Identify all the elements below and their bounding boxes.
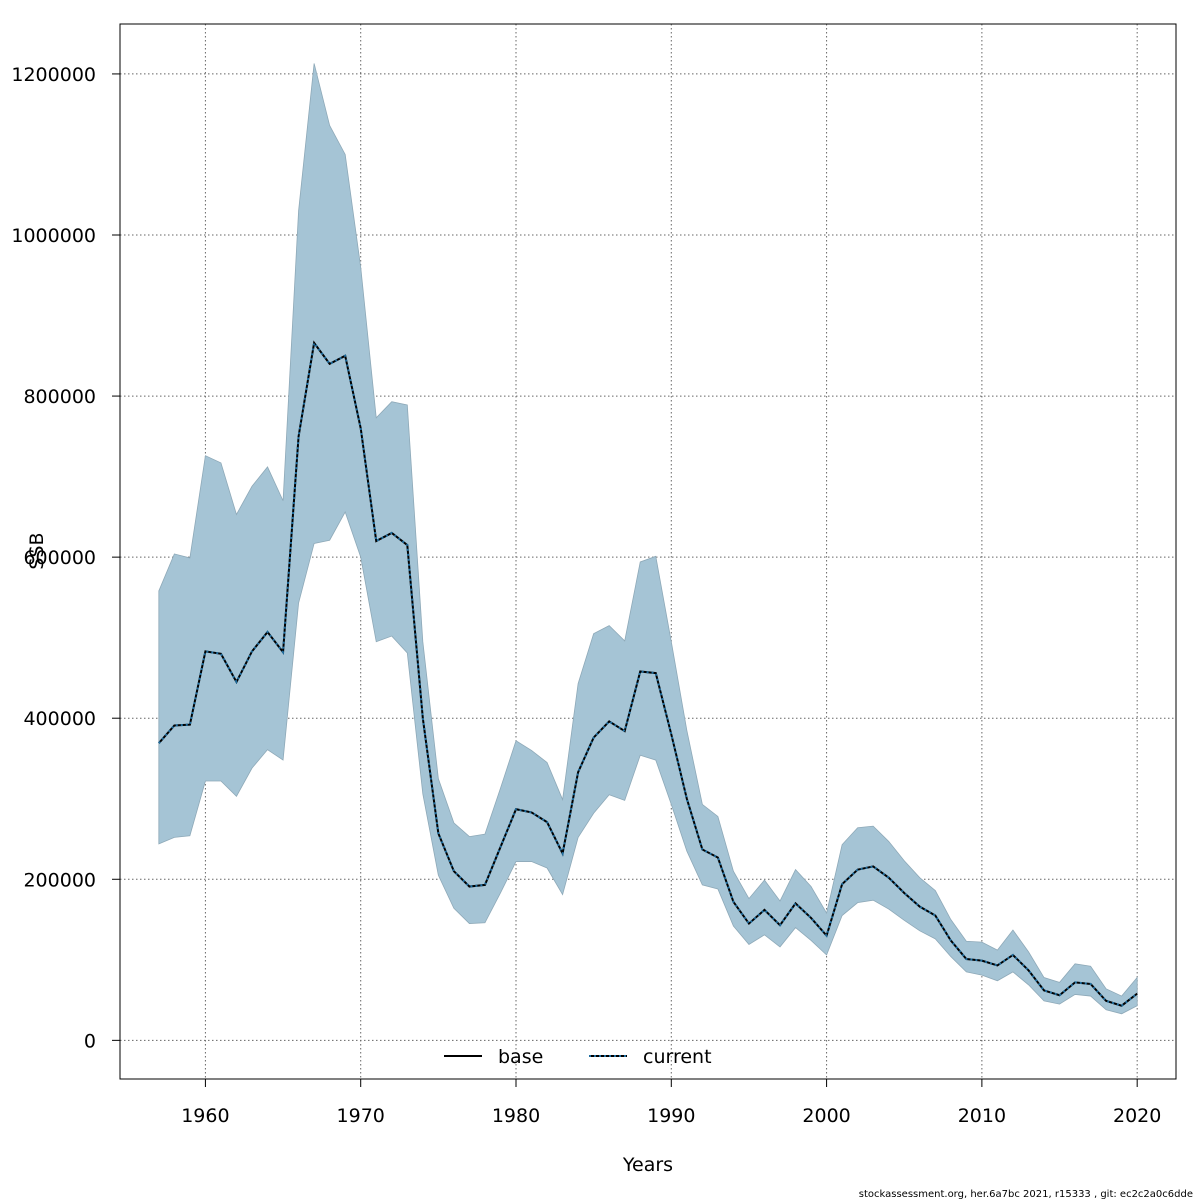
series-line-layer xyxy=(158,340,1138,1007)
x-tick-label: 1980 xyxy=(492,1105,540,1127)
x-axis-title: Years xyxy=(622,1154,673,1176)
legend: base current xyxy=(444,1046,712,1068)
x-tick-label: 1990 xyxy=(647,1105,695,1127)
y-tick-label: 400000 xyxy=(23,708,96,730)
confidence-band-layer xyxy=(158,63,1138,1015)
x-tick-label: 1960 xyxy=(181,1105,229,1127)
x-tick-label: 2010 xyxy=(958,1105,1006,1127)
x-axis: 1960 1970 1980 1990 2000 2010 2020 xyxy=(181,1079,1161,1127)
legend-label-current: current xyxy=(643,1046,712,1068)
confidence-band xyxy=(158,63,1138,1015)
y-tick-label: 1200000 xyxy=(11,64,96,86)
y-tick-label: 600000 xyxy=(23,547,96,569)
y-axis-title: SSB xyxy=(26,532,48,569)
y-tick-label: 0 xyxy=(84,1030,96,1052)
y-axis: 0 200000 400000 600000 800000 1000000 1200000 xyxy=(11,64,120,1052)
series-line-current xyxy=(158,340,1138,1007)
x-tick-label: 1970 xyxy=(337,1105,385,1127)
y-tick-label: 800000 xyxy=(23,386,96,408)
plot-frame xyxy=(119,23,1177,1080)
x-tick-label: 2000 xyxy=(802,1105,850,1127)
legend-label-base: base xyxy=(498,1046,543,1068)
y-tick-label: 200000 xyxy=(23,869,96,891)
x-tick-label: 2020 xyxy=(1113,1105,1161,1127)
footer-credit: stockassessment.org, her.6a7bc 2021, r15… xyxy=(859,1189,1193,1200)
y-tick-label: 1000000 xyxy=(11,225,96,247)
